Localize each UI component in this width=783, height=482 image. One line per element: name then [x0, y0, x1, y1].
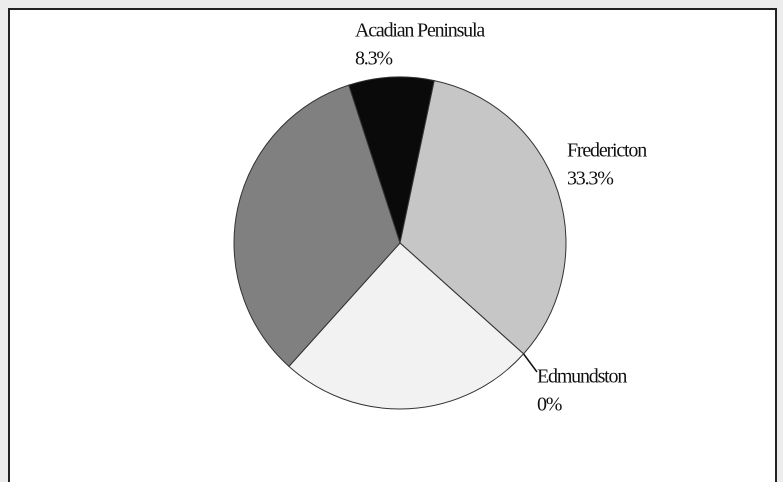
slice-value-label: 0%: [537, 394, 562, 416]
pie-slice: [233, 84, 401, 368]
pie-slice: [348, 76, 435, 245]
slice-label: Fredericton: [567, 140, 647, 162]
slice-value-label: 33.3%: [567, 168, 613, 190]
slice-label: Edmundston: [537, 366, 627, 388]
pie-slice: [399, 79, 567, 355]
leader-line: [522, 353, 538, 373]
pie-slice: [288, 242, 525, 410]
slice-value-label: 8.3%: [355, 48, 392, 70]
slice-label: Acadian Peninsula: [355, 20, 485, 42]
